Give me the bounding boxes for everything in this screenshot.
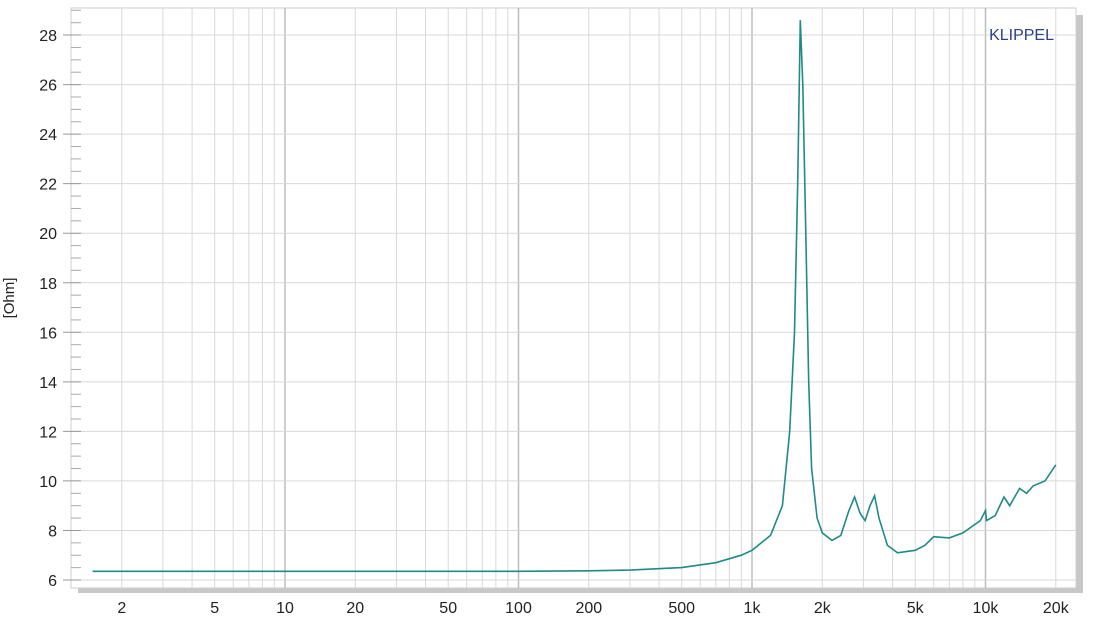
x-tick-label: 20 [346, 600, 364, 617]
impedance-series-line [92, 20, 1057, 573]
x-tick-label: 10k [973, 600, 1000, 617]
x-tick-label: 50 [439, 600, 457, 617]
plot-area [70, 7, 1077, 589]
y-tick-label: 28 [39, 28, 57, 45]
y-tick-label: 6 [48, 573, 57, 590]
x-tick-label: 1k [744, 600, 762, 617]
y-tick-label: 12 [39, 424, 57, 441]
x-tick-label: 2k [814, 600, 832, 617]
y-tick-label: 8 [48, 523, 57, 540]
y-axis: 6 8 10 12 14 16 18 20 22 24 26 28 [39, 9, 81, 590]
y-tick-label: 20 [39, 226, 57, 243]
x-tick-label: 10 [276, 600, 294, 617]
x-tick-label: 20k [1043, 600, 1070, 617]
grid [71, 8, 1076, 588]
x-tick-label: 200 [575, 600, 602, 617]
x-tick-label: 2 [117, 600, 126, 617]
x-tick-label: 100 [505, 600, 532, 617]
y-tick-label: 26 [39, 78, 57, 95]
y-tick-label: 18 [39, 276, 57, 293]
y-tick-label: 22 [39, 177, 57, 194]
x-tick-label: 500 [668, 600, 695, 617]
x-tick-label: 5k [907, 600, 925, 617]
y-tick-label: 14 [39, 375, 57, 392]
y-axis-label: [Ohm] [1, 278, 18, 319]
y-tick-label: 10 [39, 474, 57, 491]
x-axis: 2 5 10 20 50 100 200 500 1k 2k 5k 10k 20k [117, 600, 1069, 617]
y-tick-label: 24 [39, 127, 57, 144]
watermark-klippel: KLIPPEL [989, 27, 1054, 44]
x-tick-label: 5 [210, 600, 219, 617]
y-tick-label: 16 [39, 325, 57, 342]
